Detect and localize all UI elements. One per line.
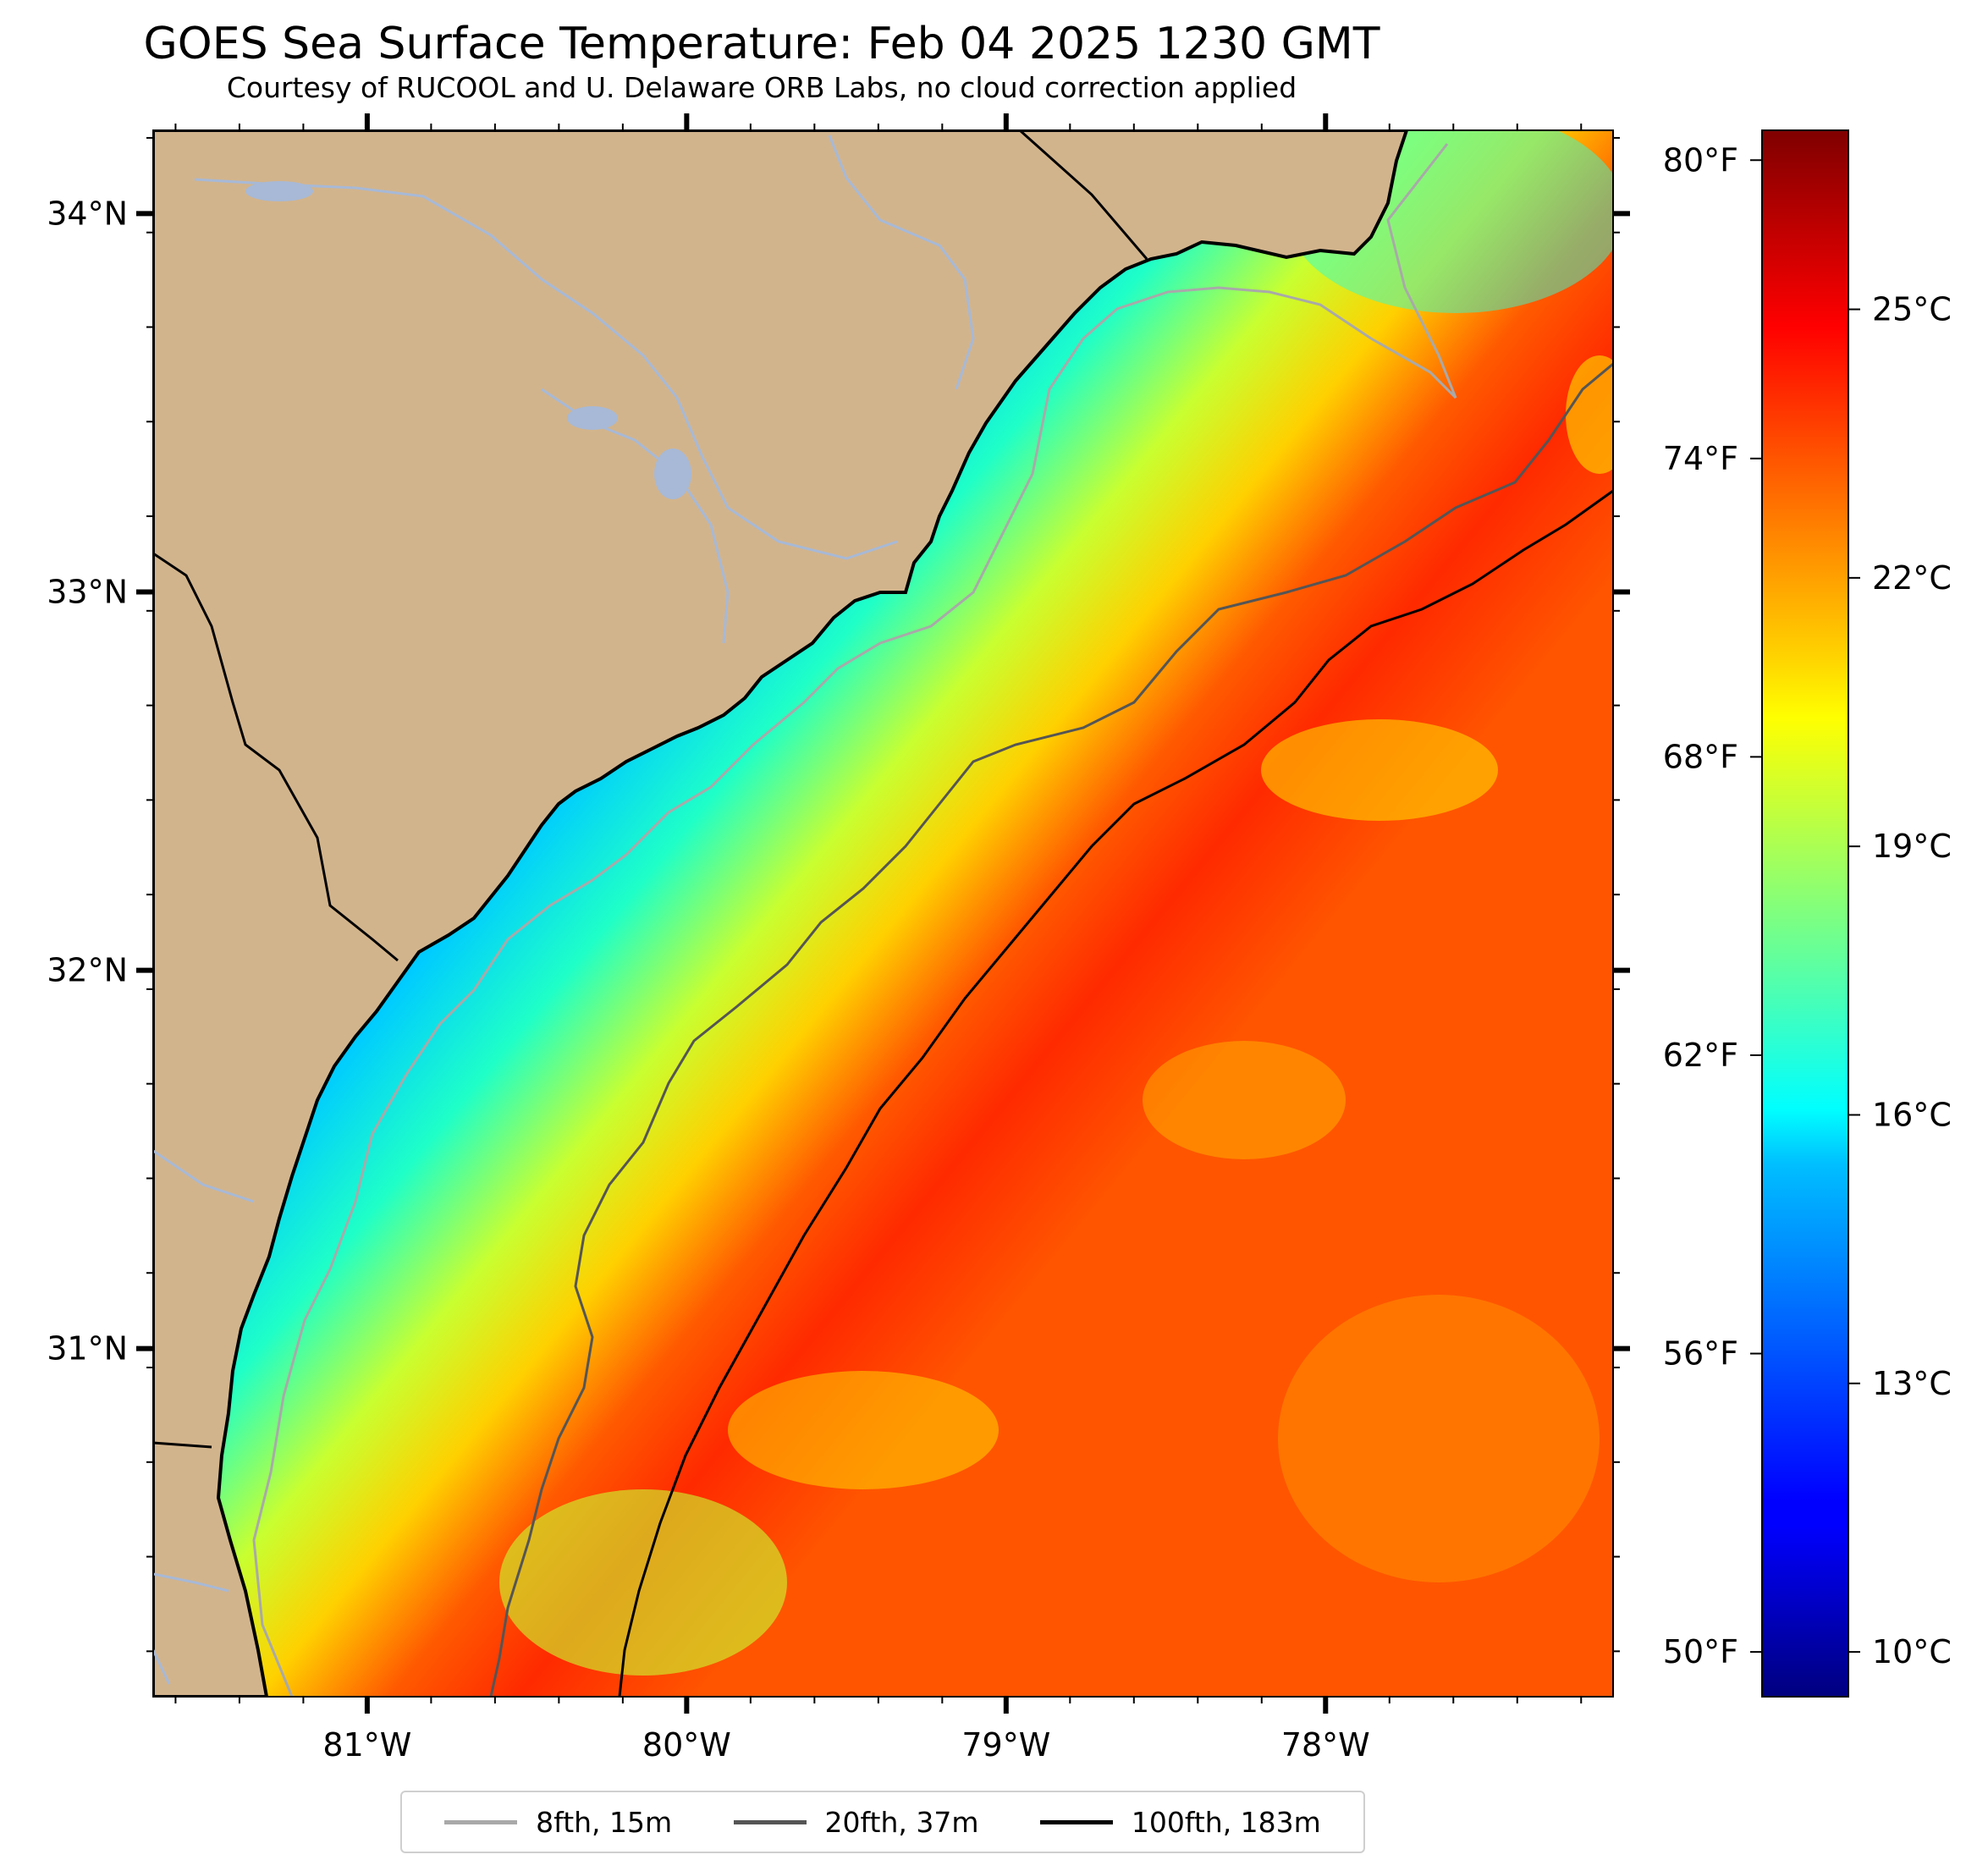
legend-label-20fth: 20fth, 37m bbox=[824, 1805, 979, 1839]
green-patch bbox=[499, 1489, 787, 1676]
legend-swatch-100fth bbox=[1039, 1819, 1113, 1824]
fahrenheit-tick-label: 80°F bbox=[1663, 141, 1738, 179]
contour-20fth bbox=[489, 362, 1613, 1697]
bathymetry-contours bbox=[252, 143, 1613, 1697]
yellow-patch bbox=[728, 1371, 999, 1489]
lon-tick-label: 78°W bbox=[1281, 1726, 1370, 1764]
legend-label-100fth: 100fth, 183m bbox=[1131, 1805, 1321, 1839]
chart-subtitle: Courtesy of RUCOOL and U. Delaware ORB L… bbox=[226, 71, 1297, 104]
lat-tick-label: 32°N bbox=[47, 952, 128, 989]
lon-tick-label: 81°W bbox=[322, 1726, 411, 1764]
celsius-tick-label: 19°C bbox=[1872, 828, 1952, 865]
celsius-tick-label: 13°C bbox=[1872, 1365, 1952, 1402]
map-area bbox=[153, 130, 1613, 1697]
contour-8fth bbox=[252, 143, 1457, 1697]
colorbar bbox=[1761, 129, 1849, 1698]
lat-tick-label: 34°N bbox=[47, 195, 128, 232]
celsius-tick-label: 16°C bbox=[1872, 1096, 1952, 1133]
state-borders bbox=[153, 130, 1148, 1449]
land bbox=[153, 130, 1409, 1697]
celsius-tick-label: 22°C bbox=[1872, 559, 1952, 597]
yellow-patch-3 bbox=[1566, 355, 1613, 474]
legend-swatch-8fth bbox=[444, 1819, 518, 1824]
lat-tick-label: 31°N bbox=[47, 1330, 128, 1367]
legend-swatch-20fth bbox=[733, 1819, 807, 1824]
legend-item-20fth: 20fth, 37m bbox=[733, 1805, 979, 1839]
fahrenheit-tick-label: 68°F bbox=[1663, 738, 1738, 775]
chart-title: GOES Sea Surface Temperature: Feb 04 202… bbox=[143, 19, 1380, 69]
warm-eddy bbox=[1278, 1295, 1600, 1582]
fahrenheit-tick-label: 56°F bbox=[1663, 1335, 1738, 1373]
celsius-tick-label: 25°C bbox=[1872, 291, 1952, 328]
fahrenheit-tick-label: 62°F bbox=[1663, 1037, 1738, 1074]
legend-label-8fth: 8fth, 15m bbox=[536, 1805, 673, 1839]
yellow-patch-2 bbox=[1143, 1041, 1346, 1159]
legend-item-8fth: 8fth, 15m bbox=[444, 1806, 672, 1839]
legend-item-100fth: 100fth, 183m bbox=[1039, 1805, 1321, 1839]
fahrenheit-tick-label: 50°F bbox=[1663, 1633, 1738, 1670]
colorbar-axes: 25°C 22°C 19°C 16°C 13°C 10°C 80°F 74°F 68°F 62°F… bbox=[1663, 141, 1952, 1670]
map-frame bbox=[152, 129, 1614, 1698]
celsius-tick-label: 10°C bbox=[1872, 1633, 1952, 1670]
fahrenheit-tick-label: 74°F bbox=[1663, 440, 1738, 477]
yellow-filament bbox=[1261, 719, 1498, 821]
map-axes: 81°W 80°W 79°W 78°W 34°N 33°N 32°N 31°N bbox=[47, 113, 1630, 1764]
legend: 8fth, 15m 20fth, 37m 100fth, 183m bbox=[400, 1791, 1365, 1853]
lat-tick-label: 33°N bbox=[47, 573, 128, 610]
lon-tick-label: 80°W bbox=[642, 1726, 731, 1764]
lakes bbox=[245, 181, 691, 499]
contour-100fth bbox=[618, 489, 1613, 1697]
lon-tick-label: 79°W bbox=[961, 1726, 1050, 1764]
